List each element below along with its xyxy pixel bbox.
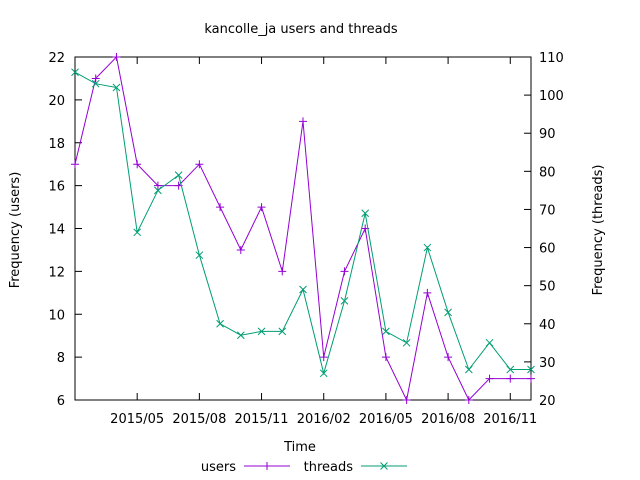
data-point (485, 374, 494, 383)
y-tick-label-left: 10 (48, 308, 65, 323)
data-point (278, 327, 287, 336)
data-point (402, 338, 411, 347)
data-point (464, 365, 473, 374)
x-tick-label: 2015/11 (235, 412, 289, 427)
data-point (464, 396, 473, 404)
data-point (319, 369, 328, 378)
legend-label: users (201, 460, 236, 475)
data-point (257, 327, 266, 336)
x-tick-label: 2016/08 (421, 412, 475, 427)
data-point (423, 288, 432, 297)
data-point (71, 68, 79, 77)
x-tick-label: 2015/05 (110, 412, 164, 427)
data-point (195, 160, 204, 169)
data-point (506, 365, 515, 374)
data-point (485, 338, 494, 347)
data-point (299, 285, 307, 294)
legend-item-users: users (201, 460, 290, 475)
y-tick-label-right: 90 (539, 127, 556, 142)
chart-title: kancolle_ja users and threads (204, 22, 398, 37)
series-line-users (74, 55, 531, 402)
y-axis-left: 6 8 10 12 14 16 18 20 22 (48, 51, 82, 409)
data-point (361, 209, 370, 218)
x-tick-label: 2015/08 (172, 412, 226, 427)
y-tick-label-left: 12 (48, 265, 65, 280)
y-tick-label-left: 8 (57, 351, 65, 366)
data-point (71, 160, 79, 169)
legend: users threads (201, 460, 407, 475)
data-point (195, 251, 204, 260)
y-tick-label-left: 14 (48, 223, 65, 238)
data-point (423, 243, 432, 252)
data-point (527, 374, 535, 383)
data-point (299, 117, 307, 126)
y-tick-label-right: 110 (539, 51, 564, 66)
legend-item-threads: threads (304, 460, 407, 475)
data-point (382, 327, 390, 336)
y-tick-label-left: 20 (48, 94, 65, 109)
legend-label: threads (304, 460, 354, 475)
data-point (91, 74, 100, 83)
data-point (91, 79, 100, 88)
data-point (216, 319, 224, 328)
data-point (506, 374, 515, 383)
y-tick-label-right: 80 (539, 165, 556, 180)
data-point (236, 245, 245, 254)
data-point (263, 462, 271, 470)
y-tick-label-right: 30 (539, 356, 556, 371)
y-tick-label-right: 20 (539, 394, 556, 409)
y-axis-label-left: Frequency (users) (8, 172, 23, 289)
x-tick-label: 2016/11 (483, 412, 537, 427)
x-tick-label: 2016/02 (297, 412, 351, 427)
y-tick-label-right: 50 (539, 280, 556, 295)
data-point (381, 353, 390, 362)
data-point (444, 353, 453, 362)
x-tick-label: 2016/05 (359, 412, 413, 427)
y-tick-label-left: 16 (48, 180, 65, 195)
data-point (257, 203, 266, 212)
data-point (527, 365, 535, 374)
data-point (340, 297, 349, 305)
data-point (319, 353, 328, 362)
y-tick-label-left: 18 (48, 137, 65, 152)
x-axis-label: Time (283, 440, 316, 455)
data-point (340, 267, 349, 276)
data-point (216, 203, 225, 212)
y-tick-label-left: 22 (48, 51, 65, 66)
data-point (133, 228, 142, 237)
y-tick-label-right: 60 (539, 242, 556, 257)
data-point (444, 308, 452, 317)
data-point (380, 462, 388, 470)
data-point (112, 53, 121, 61)
data-point (154, 186, 162, 195)
y-tick-label-right: 40 (539, 318, 556, 333)
data-point (236, 331, 245, 340)
x-axis: 2015/05 2015/08 2015/11 2016/02 2016/05 2016/… (110, 57, 537, 427)
series-users (71, 53, 535, 404)
y-tick-label-right: 100 (539, 89, 564, 104)
y-axis-label-right: Frequency (threads) (591, 165, 606, 296)
plot-frame (74, 56, 532, 401)
data-point (174, 171, 183, 179)
y-tick-label-left: 6 (57, 394, 65, 409)
data-point (278, 267, 287, 276)
series-threads (71, 68, 535, 378)
data-point (402, 396, 411, 404)
series-layer (71, 53, 535, 404)
y-axis-right: 20 30 40 50 60 70 80 90 100 110 (524, 51, 564, 409)
data-point (153, 181, 162, 190)
data-point (133, 160, 142, 169)
data-point (112, 83, 121, 92)
y-tick-label-right: 70 (539, 203, 556, 218)
